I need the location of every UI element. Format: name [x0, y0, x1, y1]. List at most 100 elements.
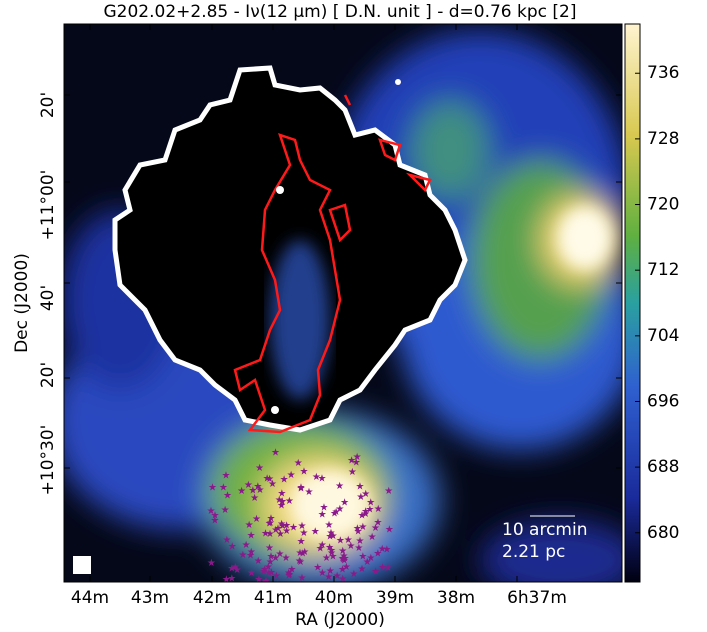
star: ★	[287, 564, 296, 575]
star: ★	[335, 504, 344, 515]
star: ★	[346, 541, 355, 552]
star: ★	[237, 486, 246, 497]
star: ★	[254, 556, 263, 567]
star: ★	[342, 562, 351, 573]
star: ★	[222, 470, 231, 481]
star: ★	[344, 535, 353, 546]
star: ★	[282, 521, 291, 532]
star: ★	[233, 565, 242, 576]
star: ★	[277, 497, 286, 508]
star: ★	[267, 568, 276, 579]
star: ★	[208, 482, 217, 493]
star: ★	[274, 524, 283, 535]
scale-label: 2.21 pc	[502, 542, 565, 562]
star: ★	[313, 563, 322, 574]
star: ★	[266, 557, 275, 568]
star: ★	[325, 520, 334, 531]
star: ★	[284, 568, 293, 579]
star: ★	[318, 540, 327, 551]
y-tick-label: 20'	[38, 362, 58, 388]
star: ★	[210, 516, 219, 527]
y-tick-label: +11°00'	[38, 170, 58, 241]
star: ★	[340, 553, 349, 564]
colorbar-tick-label: 704	[647, 326, 679, 346]
star: ★	[339, 551, 348, 562]
star: ★	[227, 563, 236, 574]
star: ★	[338, 546, 347, 557]
x-tick-label: 6h37m	[507, 588, 567, 608]
star: ★	[378, 562, 387, 573]
star: ★	[210, 511, 219, 522]
star: ★	[336, 536, 345, 547]
star: ★	[266, 518, 275, 529]
colorbar	[624, 23, 641, 583]
star: ★	[295, 556, 304, 567]
star: ★	[259, 566, 268, 577]
star: ★	[282, 526, 291, 537]
x-tick-label: 39m	[376, 588, 414, 608]
star: ★	[353, 524, 362, 535]
star: ★	[271, 553, 280, 564]
star: ★	[297, 573, 306, 584]
x-tick-label: 40m	[315, 588, 353, 608]
y-tick-label: 20'	[38, 92, 58, 118]
star: ★	[361, 506, 370, 517]
star: ★	[272, 571, 281, 582]
star: ★	[260, 564, 269, 575]
star: ★	[328, 552, 337, 563]
colorbar-tick-label: 696	[647, 391, 679, 411]
star: ★	[223, 490, 232, 501]
star: ★	[322, 553, 331, 564]
star: ★	[264, 562, 273, 573]
star: ★	[325, 543, 334, 554]
star: ★	[327, 548, 336, 559]
star: ★	[278, 497, 287, 508]
star: ★	[285, 496, 294, 507]
star: ★	[296, 557, 305, 568]
plot-frame	[63, 23, 623, 583]
star: ★	[254, 575, 263, 586]
star: ★	[265, 474, 274, 485]
star: ★	[289, 522, 298, 533]
star: ★	[247, 547, 256, 558]
star: ★	[247, 530, 256, 541]
star: ★	[325, 532, 334, 543]
star: ★	[285, 569, 294, 580]
star: ★	[338, 553, 347, 564]
star: ★	[277, 519, 286, 530]
star: ★	[265, 543, 274, 554]
colorbar-tick-label: 680	[647, 523, 679, 543]
star: ★	[340, 497, 349, 508]
star: ★	[275, 495, 284, 506]
star: ★	[221, 505, 230, 516]
star: ★	[318, 510, 327, 521]
star: ★	[268, 479, 277, 490]
star: ★	[247, 568, 256, 579]
star: ★	[277, 489, 286, 500]
star: ★	[252, 514, 261, 525]
star: ★	[222, 574, 231, 585]
star: ★	[298, 521, 307, 532]
star: ★	[326, 566, 335, 577]
star: ★	[273, 579, 282, 590]
star: ★	[264, 568, 273, 579]
star: ★	[371, 566, 380, 577]
star: ★	[361, 489, 370, 500]
star: ★	[297, 484, 306, 495]
star: ★	[297, 537, 306, 548]
star: ★	[281, 553, 290, 564]
x-tick-label: 43m	[131, 588, 169, 608]
star: ★	[265, 519, 274, 530]
star: ★	[327, 545, 336, 556]
y-tick-label: +10°30'	[38, 425, 58, 496]
star: ★	[227, 573, 236, 584]
x-tick-label: 44m	[71, 588, 109, 608]
star: ★	[295, 548, 304, 559]
sky-image: ★★★★★★★★★★★★★ ★★★★★★★★★★ ★★★★★★★★★★★ ★★★★★★…	[64, 24, 622, 590]
colorbar-tick-label: 736	[647, 63, 679, 83]
star: ★	[358, 552, 367, 563]
star: ★	[333, 571, 342, 582]
star: ★	[276, 529, 285, 540]
star: ★	[338, 564, 347, 575]
star: ★	[266, 529, 275, 540]
